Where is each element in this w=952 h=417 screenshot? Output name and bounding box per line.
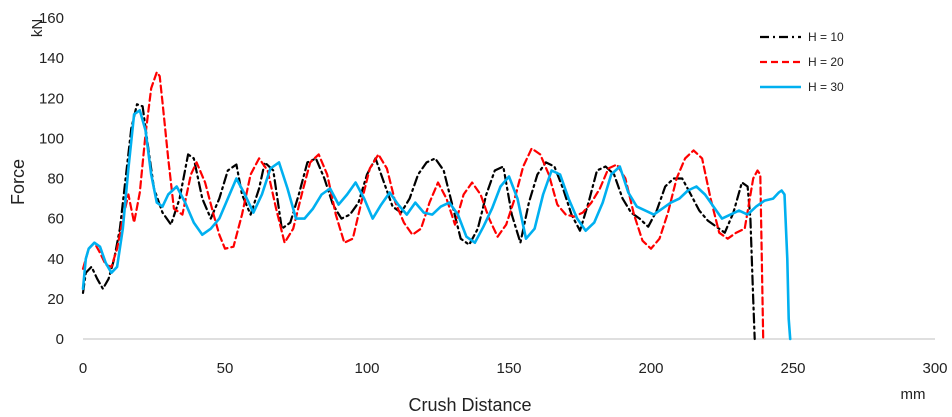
x-tick-label: 50 <box>217 360 234 377</box>
y-tick-label: 0 <box>56 331 64 348</box>
series-line <box>83 110 790 339</box>
x-tick-label: 200 <box>638 360 663 377</box>
x-tick-label: 150 <box>496 360 521 377</box>
y-tick-label: 40 <box>47 251 64 268</box>
x-tick-label: 0 <box>79 360 87 377</box>
y-tick-label: 100 <box>39 130 64 147</box>
x-axis-title: Crush Distance <box>408 395 531 415</box>
legend-label: H = 30 <box>808 80 844 94</box>
series-line <box>83 104 755 339</box>
x-unit-label: mm <box>901 386 926 403</box>
legend-label: H = 10 <box>808 30 844 44</box>
series-group <box>83 72 790 339</box>
y-tick-label: 80 <box>47 171 64 188</box>
y-axis-title: Force <box>8 159 28 205</box>
x-tick-label: 100 <box>354 360 379 377</box>
x-tick-label: 300 <box>922 360 947 377</box>
y-unit-label: kN <box>29 19 46 37</box>
x-tick-labels: 0 50 100 150 200 250 300 <box>79 360 948 377</box>
legend-label: H = 20 <box>808 55 844 69</box>
series-line <box>83 72 763 339</box>
x-tick-label: 250 <box>780 360 805 377</box>
y-tick-label: 20 <box>47 291 64 308</box>
legend: H = 10 H = 20 H = 30 <box>760 30 844 94</box>
y-tick-label: 140 <box>39 50 64 67</box>
y-tick-label: 120 <box>39 90 64 107</box>
y-tick-label: 60 <box>47 211 64 228</box>
